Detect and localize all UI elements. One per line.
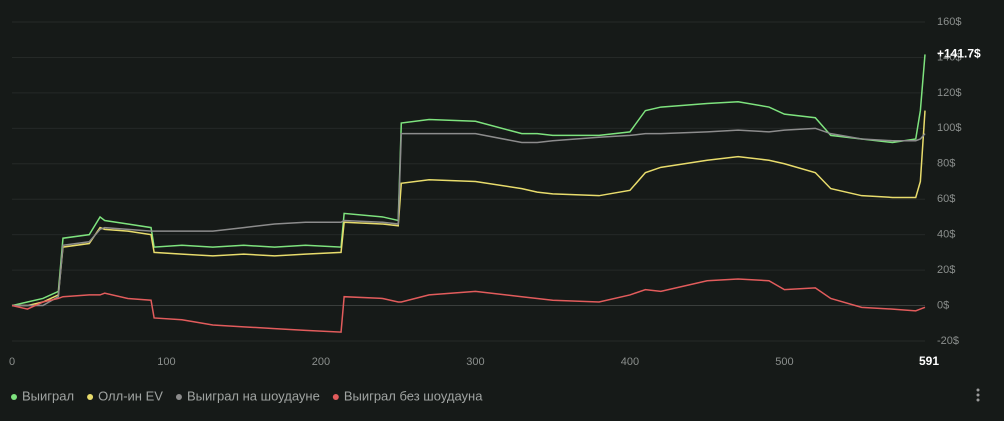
legend-marker xyxy=(332,394,339,400)
legend-marker xyxy=(87,394,94,400)
legend-label: Выиграл на шоудауне xyxy=(187,388,320,403)
x-tick-label: 200 xyxy=(312,356,330,368)
x-tick-label: 300 xyxy=(466,356,484,368)
y-tick-label: 140$ xyxy=(937,51,961,63)
legend-label: Олл-ин EV xyxy=(98,388,163,403)
series-line xyxy=(12,127,926,307)
legend-marker xyxy=(175,394,182,400)
legend-label: Выиграл без шоудауна xyxy=(344,388,483,403)
y-tick-label: 60$ xyxy=(937,193,955,205)
x-tick-label: 500 xyxy=(775,356,793,368)
end-label: +141.7$ xyxy=(937,47,981,61)
y-tick-label: 0$ xyxy=(937,299,949,311)
legend-marker xyxy=(11,394,17,400)
menu-dot xyxy=(976,393,980,397)
series-line xyxy=(12,110,926,307)
y-tick-label: -20$ xyxy=(937,335,959,347)
y-tick-label: 100$ xyxy=(937,122,961,134)
y-tick-label: 120$ xyxy=(937,87,961,99)
x-end-label: 591 xyxy=(919,354,939,368)
menu-dot xyxy=(976,398,980,402)
x-tick-label: 400 xyxy=(621,356,639,368)
menu-icon[interactable] xyxy=(976,388,980,402)
x-tick-label: 100 xyxy=(157,356,175,368)
y-tick-label: 160$ xyxy=(937,16,961,28)
series-line xyxy=(11,278,926,333)
y-tick-label: 20$ xyxy=(937,264,955,276)
legend-label: Выиграл xyxy=(22,388,74,403)
x-tick-label: 0 xyxy=(9,356,15,368)
series-line xyxy=(11,54,926,307)
y-tick-label: 40$ xyxy=(937,229,955,241)
y-tick-label: 80$ xyxy=(937,158,955,170)
menu-dot xyxy=(976,388,980,392)
